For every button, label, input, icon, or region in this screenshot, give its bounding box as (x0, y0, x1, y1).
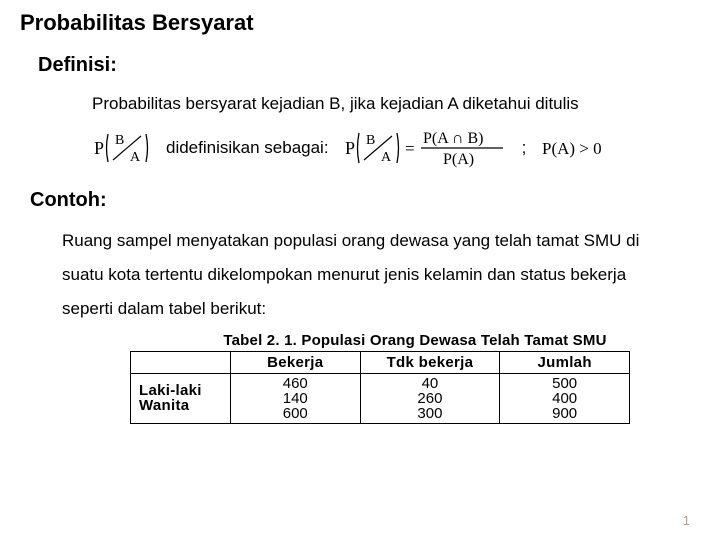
data-table: Bekerja Tdk bekerja Jumlah Laki-lakiWani… (130, 351, 630, 424)
svg-text:P: P (345, 138, 355, 158)
formula-row: P B A didefinisikan sebagai: P B A = P(A… (92, 127, 700, 169)
page-title: Probabilitas Bersyarat (20, 10, 700, 36)
contoh-text: Ruang sampel menyatakan populasi orang d… (62, 224, 660, 326)
table-cell: 500400900 (500, 373, 630, 423)
table-cell: 460140600 (230, 373, 360, 423)
table-header: Bekerja (230, 351, 360, 373)
svg-text:P: P (94, 138, 104, 158)
page-number: 1 (683, 513, 690, 528)
formula-semicolon: ; (522, 138, 527, 158)
definisi-label: Definisi: (38, 54, 700, 77)
svg-text:P(A ∩ B): P(A ∩ B) (423, 130, 483, 147)
formula-main: P B A = P(A ∩ B) P(A) (343, 127, 508, 169)
table-header-row: Bekerja Tdk bekerja Jumlah (131, 351, 630, 373)
table-row: Laki-lakiWanita 460140600 40260300 50040… (131, 373, 630, 423)
svg-text:A: A (381, 150, 392, 165)
table-cell: Laki-lakiWanita (131, 373, 231, 423)
definisi-midtext: didefinisikan sebagai: (166, 138, 329, 158)
table-wrap: Bekerja Tdk bekerja Jumlah Laki-lakiWani… (130, 351, 630, 424)
svg-text:B: B (366, 133, 375, 148)
svg-text:A: A (130, 150, 141, 165)
table-caption: Tabel 2. 1. Populasi Orang Dewasa Telah … (130, 332, 700, 349)
table-header: Tdk bekerja (360, 351, 500, 373)
formula-pa-gt0: P(A) > 0 (540, 135, 625, 161)
definisi-line1: Probabilitas bersyarat kejadian B, jika … (92, 91, 670, 117)
formula-pba-left: P B A (92, 130, 152, 166)
table-header (131, 351, 231, 373)
table-header: Jumlah (500, 351, 630, 373)
svg-text:P(A): P(A) (443, 151, 474, 168)
svg-text:P(A) > 0: P(A) > 0 (542, 139, 602, 158)
svg-text:B: B (115, 133, 124, 148)
svg-text:=: = (405, 139, 415, 158)
table-cell: 40260300 (360, 373, 500, 423)
contoh-label: Contoh: (30, 189, 700, 212)
